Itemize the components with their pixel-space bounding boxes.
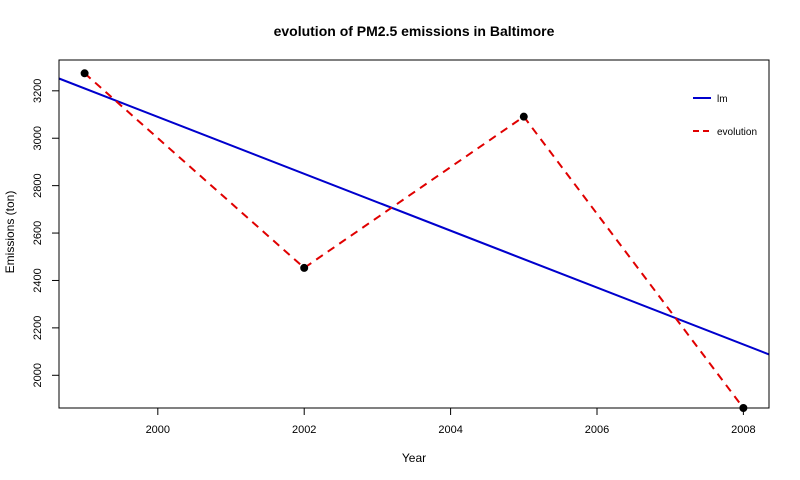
- series-line-lm: [59, 77, 769, 356]
- x-tick-label: 2002: [292, 424, 316, 436]
- data-point: [300, 263, 309, 272]
- y-tick-label: 2000: [32, 363, 44, 387]
- data-point: [80, 69, 89, 78]
- y-tick-label: 2600: [32, 221, 44, 245]
- legend-item-evolution: evolution: [693, 127, 757, 138]
- x-tick-label: 2004: [438, 424, 462, 436]
- legend-label: evolution: [717, 127, 757, 138]
- x-tick-label: 2006: [585, 424, 609, 436]
- chart-title: evolution of PM2.5 emissions in Baltimor…: [274, 23, 555, 39]
- x-axis-label: Year: [402, 451, 426, 465]
- x-tick-label: 2000: [146, 424, 170, 436]
- y-tick-label: 3000: [32, 126, 44, 150]
- legend: lm evolution: [693, 94, 757, 138]
- data-point: [739, 404, 748, 412]
- x-tick-label: 2008: [731, 424, 755, 436]
- data-point: [519, 112, 528, 121]
- y-tick-label: 2200: [32, 316, 44, 340]
- series-line-evolution: [83, 72, 745, 408]
- x-axis: 2000 2002 2004 2006 2008: [146, 408, 756, 436]
- y-tick-label: 2400: [32, 268, 44, 292]
- y-tick-label: 2800: [32, 173, 44, 197]
- plot-frame: [58, 59, 770, 409]
- legend-label: lm: [717, 94, 728, 105]
- plot-area: [59, 72, 769, 408]
- y-tick-label: 3200: [32, 79, 44, 103]
- y-axis: 2000 2200 2400 2600 2800 3000 3200: [32, 79, 59, 388]
- legend-item-lm: lm: [693, 94, 728, 105]
- y-axis-label: Emissions (ton): [3, 191, 17, 274]
